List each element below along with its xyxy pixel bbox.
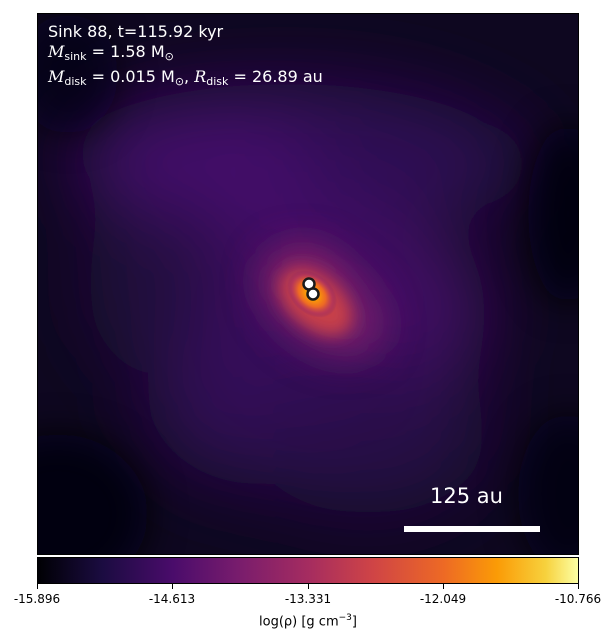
scale-bar-label: 125 au [430, 484, 503, 508]
colorbar-tick-label: -12.049 [419, 592, 467, 606]
colorbar-tick [172, 584, 173, 589]
colorbar-tick-label: -13.331 [284, 592, 332, 606]
colorbar [37, 557, 579, 584]
colorbar-tick-label: -10.766 [554, 592, 602, 606]
density-map-image [38, 14, 578, 554]
colorbar-tick [37, 584, 38, 589]
colorbar-tick [308, 584, 309, 589]
colorbar-tick [443, 584, 444, 589]
sink-mass-line: Msink = 1.58 M⊙ [48, 42, 174, 63]
colorbar-axis-label: log(ρ) [g cm−3] [259, 613, 357, 630]
sink-particle-marker [306, 287, 320, 301]
sink-info-text: Sink 88, t=115.92 kyr Msink = 1.58 M⊙ Md… [48, 22, 323, 92]
colorbar-tick-label: -14.613 [148, 592, 196, 606]
scale-bar [404, 526, 540, 532]
sink-time-line: Sink 88, t=115.92 kyr [48, 22, 224, 41]
density-map-panel: Sink 88, t=115.92 kyr Msink = 1.58 M⊙ Md… [37, 13, 579, 555]
colorbar-tick-label: -15.896 [13, 592, 61, 606]
disk-properties-line: Mdisk = 0.015 M⊙, Rdisk = 26.89 au [48, 67, 323, 88]
colorbar-tick [578, 584, 579, 589]
